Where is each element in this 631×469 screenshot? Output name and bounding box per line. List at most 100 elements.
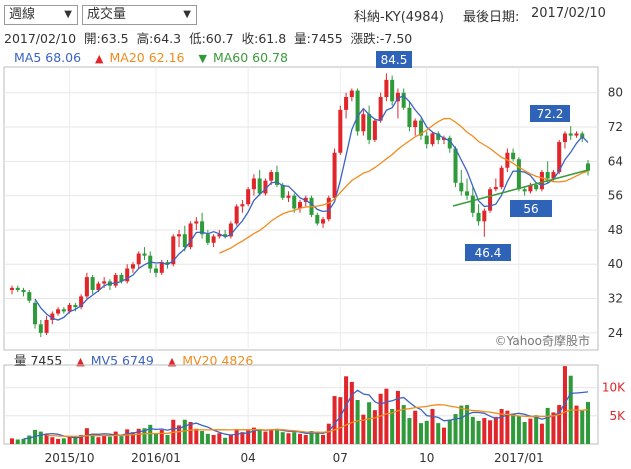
volume-bar [539, 423, 544, 444]
callout-box [510, 200, 552, 217]
candle-body [516, 159, 521, 190]
volume-bar [165, 434, 170, 444]
candle-body [338, 109, 343, 153]
dropdown-arrow-icon: ▼ [64, 9, 72, 20]
volume-bar [234, 429, 239, 444]
volume-bar [297, 433, 303, 444]
quote-change: 漲跌:-7.50 [350, 31, 413, 46]
mv20-arrow-icon: ▲ [167, 355, 177, 368]
volume-bar [257, 429, 262, 444]
candle-body [372, 120, 377, 140]
candle-body [102, 281, 107, 284]
period-select-value: 週線 [9, 7, 36, 22]
volume-bar [21, 438, 26, 444]
volume-bar [159, 429, 164, 444]
volume-bar [130, 432, 135, 444]
candle-body [355, 90, 360, 132]
callout-label: 46.4 [475, 246, 502, 260]
candle-body [585, 163, 591, 171]
volume-bar [378, 393, 383, 444]
volume-bar [182, 419, 187, 444]
candle-body [96, 283, 101, 290]
volume-bar [67, 436, 72, 444]
volume-bar [286, 433, 291, 444]
volume-bar [15, 439, 20, 444]
volume-bar [38, 431, 43, 444]
volume-bar [447, 420, 452, 444]
candle-body [292, 195, 297, 209]
candle-body [246, 189, 251, 205]
candle-body [315, 214, 320, 224]
time-tick-label: 07 [333, 451, 348, 465]
candle-body [326, 197, 331, 220]
volume-bar [395, 390, 400, 444]
volume-bar [217, 433, 222, 444]
volume-bar [321, 434, 326, 444]
candle-body [367, 114, 372, 140]
candle-body [44, 319, 49, 333]
trend-line [452, 169, 589, 207]
price-tick-label: 64 [608, 154, 623, 168]
volume-bar [499, 409, 504, 444]
quote-row: 2017/02/10 開:63.5 高:64.3 低:60.7 收:61.8 量… [4, 28, 416, 47]
candle-body [482, 210, 487, 222]
candle-body [9, 287, 15, 290]
volume-bar [211, 434, 216, 444]
volume-bar [367, 402, 372, 444]
ma60-legend: MA60 60.78 [212, 50, 288, 65]
volume-bar [61, 438, 66, 444]
time-tick-label: 10 [419, 451, 434, 465]
volume-bar [493, 416, 498, 444]
volume-bar [102, 434, 107, 444]
volume-bar [96, 437, 101, 444]
candle-body [551, 172, 556, 179]
support-trend-line [452, 169, 589, 207]
candle-body [263, 180, 268, 194]
volume-bar [177, 425, 182, 444]
quote-low: 低:60.7 [189, 31, 234, 46]
volume-bar [574, 405, 579, 444]
callout-box [465, 244, 511, 261]
candle-body [119, 274, 124, 282]
volume-bar [355, 399, 360, 444]
candle-body [286, 195, 291, 198]
price-tick-label: 80 [608, 86, 623, 100]
time-tick-label: 2016/01 [131, 451, 181, 465]
candle-body [545, 172, 550, 179]
volume-bar [188, 421, 193, 444]
indicator-select[interactable]: 成交量 ▼ [82, 5, 197, 25]
volume-bar [436, 423, 441, 444]
volume-bar [44, 433, 49, 444]
period-select[interactable]: 週線 ▼ [4, 5, 78, 25]
candle-body [56, 309, 61, 314]
volume-bar [418, 423, 423, 444]
candle-body [90, 277, 95, 290]
volume-bar [401, 405, 406, 444]
volume-bar [107, 436, 112, 444]
candle-body [390, 79, 395, 102]
callout-box [376, 51, 412, 68]
volume-bar [119, 436, 124, 444]
volume-bar [200, 431, 205, 444]
candle-body [332, 152, 337, 198]
candle-body [574, 133, 579, 136]
volume-axis: 5K 10K [602, 381, 626, 423]
volume-bar [142, 428, 147, 444]
candle-body [67, 304, 72, 312]
volume-bar [246, 430, 251, 444]
candle-body [413, 120, 418, 128]
volume-bar [470, 416, 475, 444]
ma60-arrow-icon: ▼ [198, 52, 207, 65]
volume-bar [459, 405, 464, 444]
volume-bar [27, 435, 32, 444]
candle-body [79, 296, 84, 308]
ma20-line [219, 117, 589, 254]
volume-bar [511, 413, 516, 444]
callout-label: 56 [523, 202, 538, 216]
candle-body [568, 133, 573, 136]
volume-bar [528, 418, 533, 444]
candle-body [453, 148, 458, 183]
candle-body [257, 178, 262, 194]
volume-bar [153, 433, 159, 444]
